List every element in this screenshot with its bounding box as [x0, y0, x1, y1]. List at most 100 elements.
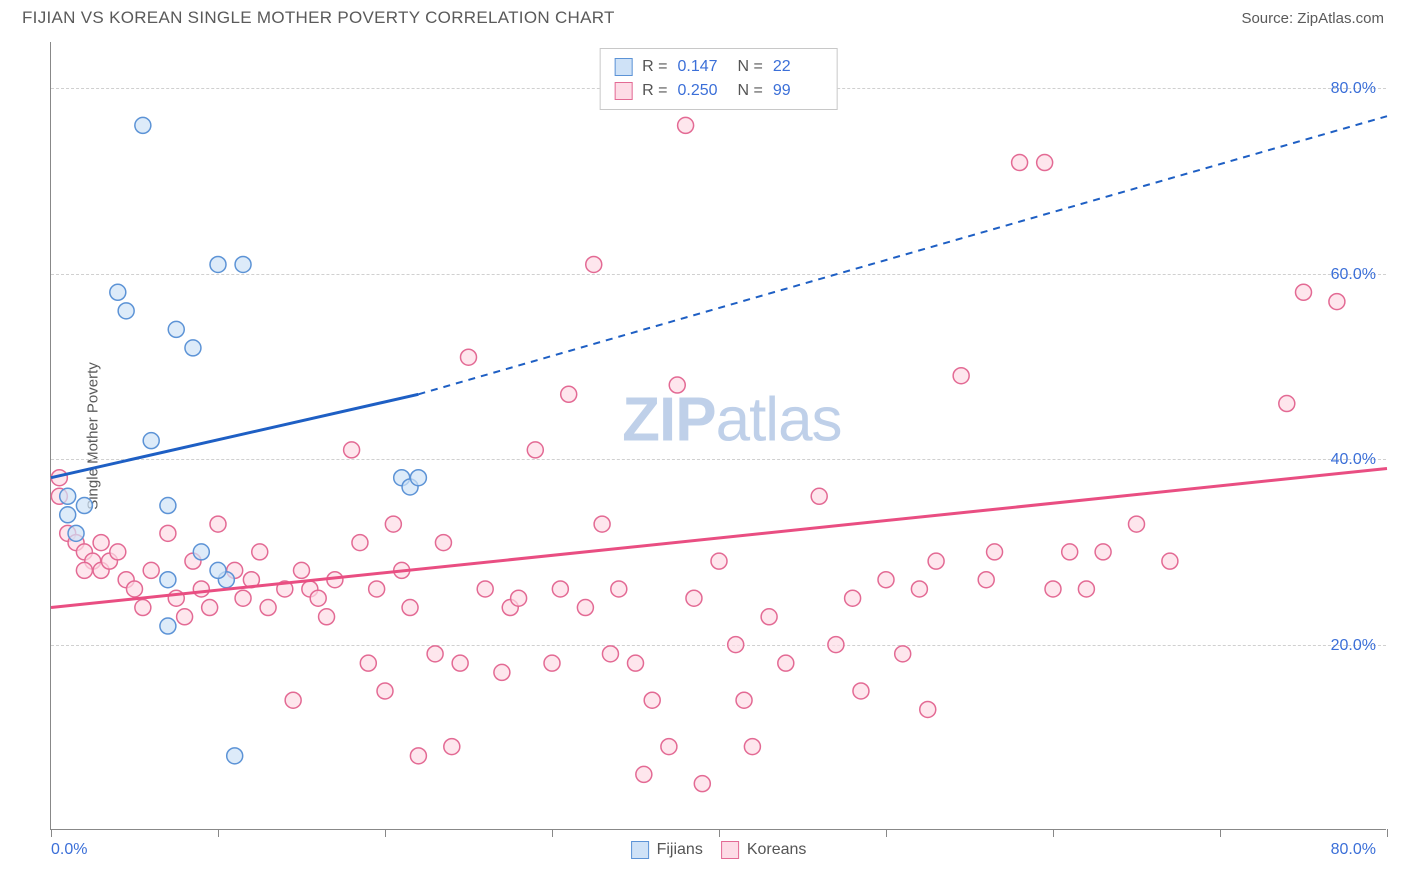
data-point [285, 692, 301, 708]
series-legend-fijians: Fijians [631, 841, 703, 859]
data-point [118, 303, 134, 319]
plot-svg [51, 42, 1386, 829]
data-point [636, 766, 652, 782]
data-point [177, 609, 193, 625]
data-point [110, 544, 126, 560]
legend-swatch-fijians [614, 58, 632, 76]
data-point [435, 535, 451, 551]
data-point [210, 256, 226, 272]
data-point [1095, 544, 1111, 560]
data-point [1062, 544, 1078, 560]
data-point [1012, 155, 1028, 171]
data-point [76, 562, 92, 578]
legend-r-value-koreans: 0.250 [678, 79, 728, 103]
data-point [978, 572, 994, 588]
data-point [227, 748, 243, 764]
data-point [678, 117, 694, 133]
data-point [920, 701, 936, 717]
data-point [1162, 553, 1178, 569]
data-point [202, 600, 218, 616]
data-point [811, 488, 827, 504]
data-point [319, 609, 335, 625]
data-point [544, 655, 560, 671]
correlation-legend: R = 0.147 N = 22 R = 0.250 N = 99 [599, 48, 838, 110]
x-max-label: 80.0% [1331, 841, 1376, 859]
data-point [494, 664, 510, 680]
data-point [410, 748, 426, 764]
legend-n-value-koreans: 99 [773, 79, 823, 103]
data-point [1329, 294, 1345, 310]
data-point [661, 739, 677, 755]
data-point [586, 256, 602, 272]
data-point [711, 553, 727, 569]
data-point [135, 600, 151, 616]
legend-r-label: R = [642, 55, 667, 79]
data-point [160, 572, 176, 588]
x-tick [552, 829, 553, 837]
data-point [369, 581, 385, 597]
data-point [260, 600, 276, 616]
data-point [828, 637, 844, 653]
data-point [561, 386, 577, 402]
data-point [352, 535, 368, 551]
data-point [911, 581, 927, 597]
data-point [160, 618, 176, 634]
legend-n-label: N = [738, 55, 763, 79]
data-point [577, 600, 593, 616]
legend-n-label: N = [738, 79, 763, 103]
legend-n-value-fijians: 22 [773, 55, 823, 79]
data-point [686, 590, 702, 606]
data-point [1129, 516, 1145, 532]
trend-line [51, 394, 418, 477]
data-point [552, 581, 568, 597]
data-point [444, 739, 460, 755]
data-point [1037, 155, 1053, 171]
data-point [60, 507, 76, 523]
data-point [310, 590, 326, 606]
legend-row-koreans: R = 0.250 N = 99 [614, 79, 823, 103]
data-point [60, 488, 76, 504]
data-point [185, 340, 201, 356]
data-point [344, 442, 360, 458]
legend-row-fijians: R = 0.147 N = 22 [614, 55, 823, 79]
series-name-koreans: Koreans [747, 841, 807, 859]
data-point [594, 516, 610, 532]
data-point [644, 692, 660, 708]
data-point [294, 562, 310, 578]
scatter-chart: Single Mother Poverty 20.0%40.0%60.0%80.… [50, 42, 1386, 830]
data-point [728, 637, 744, 653]
x-tick [385, 829, 386, 837]
data-point [611, 581, 627, 597]
data-point [127, 581, 143, 597]
x-tick [886, 829, 887, 837]
data-point [193, 544, 209, 560]
x-tick [719, 829, 720, 837]
data-point [761, 609, 777, 625]
data-point [778, 655, 794, 671]
data-point [143, 433, 159, 449]
legend-swatch-koreans [721, 841, 739, 859]
trend-line [51, 468, 1387, 607]
data-point [427, 646, 443, 662]
data-point [252, 544, 268, 560]
data-point [235, 256, 251, 272]
data-point [193, 581, 209, 597]
data-point [93, 535, 109, 551]
data-point [210, 516, 226, 532]
x-tick [1220, 829, 1221, 837]
data-point [1078, 581, 1094, 597]
data-point [1296, 284, 1312, 300]
data-point [878, 572, 894, 588]
x-tick [51, 829, 52, 837]
legend-swatch-koreans [614, 82, 632, 100]
legend-r-value-fijians: 0.147 [678, 55, 728, 79]
data-point [360, 655, 376, 671]
data-point [477, 581, 493, 597]
data-point [953, 368, 969, 384]
data-point [410, 470, 426, 486]
data-point [377, 683, 393, 699]
data-point [135, 117, 151, 133]
data-point [736, 692, 752, 708]
data-point [845, 590, 861, 606]
trend-line [418, 116, 1387, 394]
